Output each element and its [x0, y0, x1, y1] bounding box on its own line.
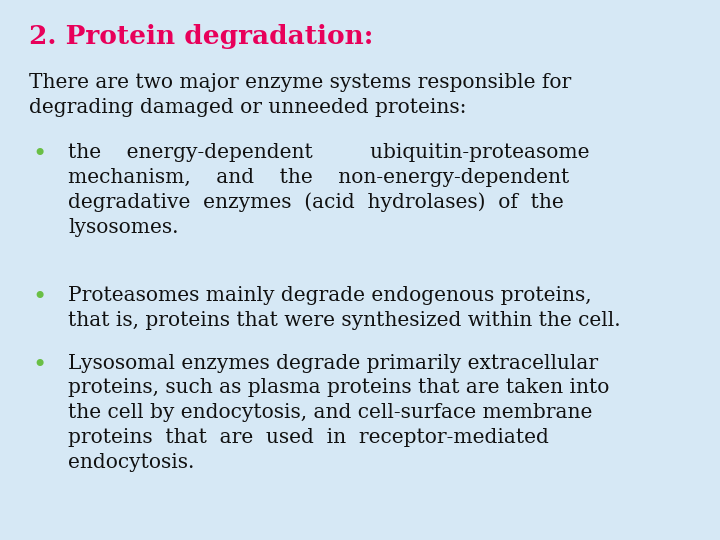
Text: •: •	[32, 286, 47, 309]
Text: Proteasomes mainly degrade endogenous proteins,
that is, proteins that were synt: Proteasomes mainly degrade endogenous pr…	[68, 286, 621, 330]
Text: Lysosomal enzymes degrade primarily extracellular
proteins, such as plasma prote: Lysosomal enzymes degrade primarily extr…	[68, 354, 610, 471]
Text: There are two major enzyme systems responsible for
degrading damaged or unneeded: There are two major enzyme systems respo…	[29, 73, 571, 117]
Text: •: •	[32, 354, 47, 377]
Text: the    energy-dependent         ubiquitin-proteasome
mechanism,    and    the   : the energy-dependent ubiquitin-proteasom…	[68, 143, 590, 237]
Text: 2. Protein degradation:: 2. Protein degradation:	[29, 24, 373, 49]
Text: •: •	[32, 143, 47, 166]
